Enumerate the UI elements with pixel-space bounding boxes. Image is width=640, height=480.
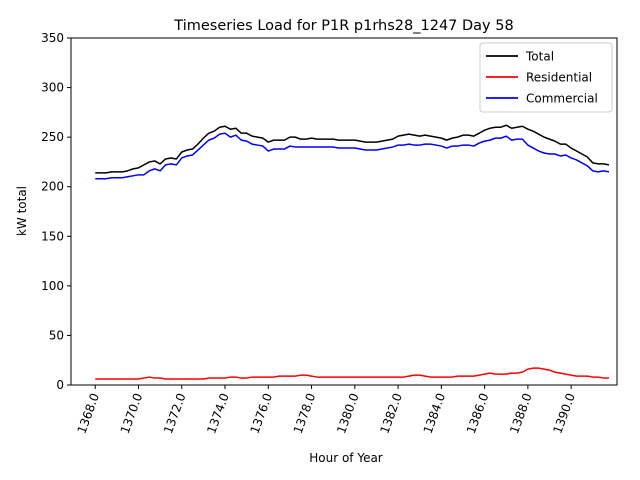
legend: Total Residential Commercial [479, 42, 613, 113]
legend-label-commercial: Commercial [526, 92, 598, 106]
legend-frame [479, 42, 613, 113]
series-layer [95, 124, 610, 380]
series-line-residential [95, 367, 609, 380]
y-tick-label: 100 [41, 279, 64, 293]
y-axis: 0 50 100 150 200 250 300 350 [41, 31, 71, 392]
y-tick-label: 150 [41, 229, 64, 243]
series-line-commercial [95, 132, 610, 180]
legend-label-residential: Residential [526, 71, 592, 85]
y-tick-label: 50 [49, 328, 64, 342]
y-tick-label: 350 [41, 31, 64, 45]
plot-area-frame [70, 37, 618, 386]
legend-label-total: Total [525, 50, 554, 64]
y-tick-label: 300 [41, 81, 64, 95]
y-tick-label: 0 [56, 378, 64, 392]
y-tick-label: 200 [41, 180, 64, 194]
series-line-total [95, 124, 610, 174]
x-axis-label: Hour of Year [309, 451, 383, 465]
chart-title: Timeseries Load for P1R p1rhs28_1247 Day… [173, 18, 513, 34]
y-tick-label: 250 [41, 130, 64, 144]
y-axis-label: kW total [15, 186, 29, 236]
